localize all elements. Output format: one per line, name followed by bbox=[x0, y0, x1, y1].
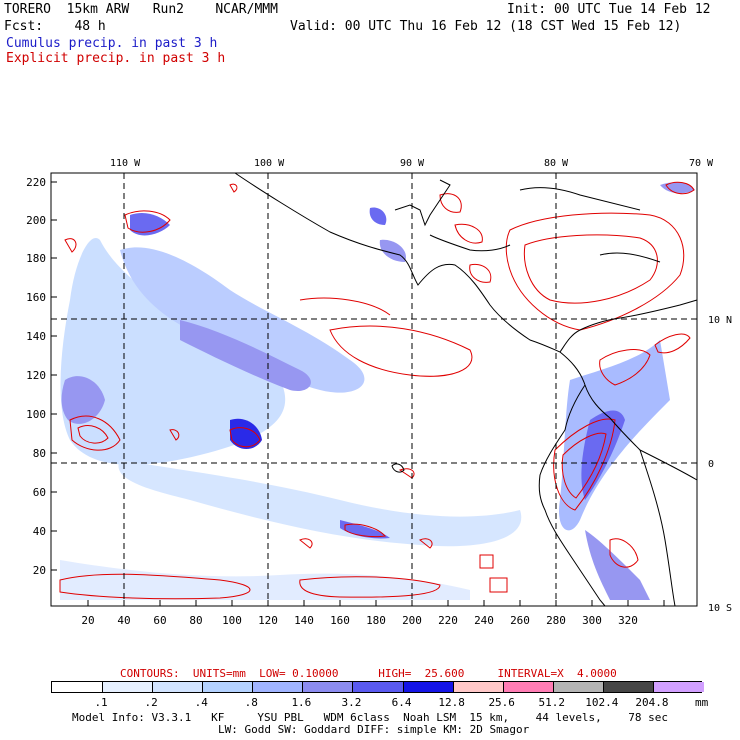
colorbar-tick-label: 102.4 bbox=[585, 696, 619, 709]
lon-label: 100 W bbox=[254, 158, 285, 169]
model-title: TORERO 15km ARW Run2 NCAR/MMM bbox=[4, 2, 278, 17]
lat-label: 10 S bbox=[708, 603, 732, 614]
colorbar-swatch bbox=[602, 682, 654, 692]
colorbar-tick-label: .4 bbox=[194, 696, 208, 709]
y-tick-label: 120 bbox=[26, 369, 46, 382]
colorbar-tick-label: 6.4 bbox=[391, 696, 412, 709]
precip-map: 110 W 100 W 90 W 80 W 70 W 10 N 0 10 S 2… bbox=[26, 158, 732, 627]
x-tick-label: 260 bbox=[510, 614, 530, 627]
x-tick-label: 140 bbox=[294, 614, 314, 627]
x-tick-label: 280 bbox=[546, 614, 566, 627]
precip-colorbar bbox=[51, 681, 704, 693]
colorbar-swatch bbox=[652, 682, 704, 692]
x-tick-label: 320 bbox=[618, 614, 638, 627]
valid-time: Valid: 00 UTC Thu 16 Feb 12 (18 CST Wed … bbox=[290, 19, 682, 34]
colorbar-swatch bbox=[302, 682, 354, 692]
colorbar-tick-label: .1 bbox=[94, 696, 108, 709]
lon-label: 80 W bbox=[544, 158, 569, 169]
lat-label: 0 bbox=[708, 459, 714, 470]
lon-label: 90 W bbox=[400, 158, 425, 169]
init-time: Init: 00 UTC Tue 14 Feb 12 bbox=[507, 2, 711, 17]
colorbar-swatch bbox=[52, 682, 103, 692]
axis-ticks bbox=[51, 181, 665, 606]
x-tick-label: 60 bbox=[153, 614, 166, 627]
x-tick-label: 100 bbox=[222, 614, 242, 627]
colorbar-tick-label: 1.6 bbox=[291, 696, 312, 709]
x-tick-label: 200 bbox=[402, 614, 422, 627]
colorbar-swatch bbox=[552, 682, 604, 692]
x-tick-label: 40 bbox=[117, 614, 130, 627]
colorbar-swatch bbox=[252, 682, 304, 692]
coastlines bbox=[234, 172, 698, 607]
colorbar-swatch bbox=[202, 682, 254, 692]
y-tick-label: 20 bbox=[33, 564, 46, 577]
y-tick-label: 180 bbox=[26, 252, 46, 265]
colorbar-tick-label: 25.6 bbox=[488, 696, 515, 709]
y-tick-label: 40 bbox=[33, 525, 46, 538]
explicit-precip-contours bbox=[59, 181, 695, 600]
x-tick-label: 300 bbox=[582, 614, 602, 627]
colorbar-swatch bbox=[352, 682, 404, 692]
lat-lon-grid bbox=[51, 173, 697, 606]
colorbar-swatch bbox=[102, 682, 154, 692]
lon-label: 110 W bbox=[110, 158, 141, 169]
explicit-legend-label: Explicit precip. in past 3 h bbox=[6, 51, 226, 66]
cumulus-legend-label: Cumulus precip. in past 3 h bbox=[6, 36, 218, 51]
y-tick-label: 140 bbox=[26, 330, 46, 343]
y-tick-label: 200 bbox=[26, 214, 46, 227]
x-tick-label: 240 bbox=[474, 614, 494, 627]
y-tick-label: 220 bbox=[26, 176, 46, 189]
x-tick-label: 180 bbox=[366, 614, 386, 627]
x-tick-label: 80 bbox=[189, 614, 202, 627]
x-tick-label: 120 bbox=[258, 614, 278, 627]
lon-label: 70 W bbox=[689, 158, 714, 169]
cumulus-precip-shading bbox=[60, 182, 695, 600]
forecast-hour: Fcst: 48 h bbox=[4, 19, 106, 34]
colorbar-tick-label: 51.2 bbox=[538, 696, 566, 709]
colorbar-tick-label: .2 bbox=[144, 696, 158, 709]
y-tick-label: 80 bbox=[33, 447, 46, 460]
y-tick-label: 160 bbox=[26, 291, 46, 304]
contour-info: CONTOURS: UNITS=mm LOW= 0.10000 HIGH= 25… bbox=[120, 667, 617, 680]
colorbar-swatch bbox=[502, 682, 554, 692]
colorbar-swatch bbox=[152, 682, 204, 692]
model-info: Model Info: V3.3.1 KF YSU PBL WDM 6class… bbox=[72, 711, 669, 724]
colorbar-unit: mm bbox=[695, 696, 709, 709]
physics-info: LW: Godd SW: Goddard DIFF: simple KM: 2D… bbox=[218, 723, 530, 736]
colorbar-tick-label: 3.2 bbox=[341, 696, 362, 709]
colorbar-swatch bbox=[452, 682, 504, 692]
colorbar-tick-label: 12.8 bbox=[438, 696, 465, 709]
lat-label: 10 N bbox=[708, 315, 732, 326]
x-tick-label: 160 bbox=[330, 614, 350, 627]
x-tick-label: 20 bbox=[81, 614, 94, 627]
colorbar-tick-label: 204.8 bbox=[635, 696, 669, 709]
y-tick-label: 100 bbox=[26, 408, 46, 421]
colorbar-tick-label: .8 bbox=[244, 696, 258, 709]
colorbar-swatch bbox=[402, 682, 454, 692]
x-tick-label: 220 bbox=[438, 614, 458, 627]
y-tick-label: 60 bbox=[33, 486, 46, 499]
